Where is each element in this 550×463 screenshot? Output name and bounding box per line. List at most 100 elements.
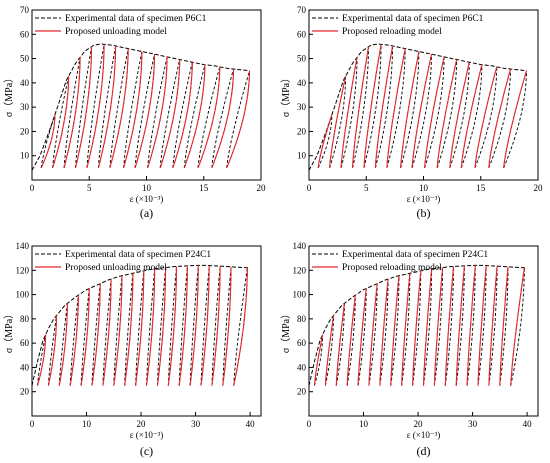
y-tick-label: 60 — [20, 338, 30, 348]
x-tick-label: 30 — [468, 419, 478, 429]
y-tick-label: 80 — [20, 314, 30, 324]
y-tick-label: 40 — [20, 362, 30, 372]
panel-caption: (d) — [417, 444, 431, 458]
experimental-unloading-curve — [226, 70, 250, 169]
model-curve — [135, 270, 145, 386]
model-curve — [211, 68, 235, 169]
experimental-reloading-curve — [146, 268, 156, 386]
y-tick-label: 140 — [16, 241, 30, 251]
experimental-reloading-curve — [226, 70, 250, 168]
legend-label-model: Proposed reloading model — [342, 27, 442, 37]
model-curve — [474, 66, 498, 168]
x-tick-label: 10 — [142, 183, 152, 193]
model-curve — [466, 265, 476, 386]
model-curve — [124, 273, 134, 386]
model-curve — [102, 279, 112, 386]
experimental-unloading-curve — [368, 283, 378, 386]
y-tick-label: 100 — [293, 290, 307, 300]
experimental-reloading-curve — [233, 267, 248, 386]
y-axis-label: σ（MPa） — [3, 73, 15, 117]
model-curve — [401, 273, 411, 386]
model-curve — [444, 266, 455, 386]
model-curve — [313, 334, 324, 386]
experimental-reloading-curve — [80, 288, 90, 386]
y-tick-label: 120 — [293, 265, 307, 275]
model-curve — [211, 266, 221, 386]
x-tick-label: 10 — [82, 419, 92, 429]
experimental-unloading-curve — [357, 288, 367, 386]
experimental-envelope-line — [308, 43, 527, 171]
model-curve — [390, 275, 400, 386]
y-tick-label: 20 — [297, 126, 307, 136]
experimental-reloading-curve — [134, 54, 155, 168]
experimental-unloading-curve — [424, 56, 445, 169]
model-curve — [200, 265, 210, 386]
x-tick-label: 5 — [364, 183, 369, 193]
experimental-unloading-curve — [460, 64, 483, 169]
model-curve — [436, 59, 458, 168]
model-curve — [449, 62, 470, 168]
experimental-unloading-curve — [411, 54, 432, 169]
model-curve — [324, 315, 335, 386]
panel-caption: (c) — [140, 444, 153, 458]
model-curve — [123, 51, 143, 169]
experimental-reloading-curve — [197, 66, 221, 168]
model-curve — [156, 267, 167, 386]
experimental-unloading-curve — [75, 46, 92, 169]
model-curve — [40, 114, 56, 169]
y-tick-label: 40 — [297, 362, 307, 372]
model-curve — [422, 268, 433, 386]
experimental-reloading-curve — [200, 265, 210, 386]
experimental-unloading-curve — [314, 334, 324, 386]
experimental-unloading-curve — [97, 45, 117, 169]
model-curve — [63, 57, 81, 169]
experimental-reloading-curve — [147, 56, 168, 168]
model-curve — [52, 76, 70, 169]
experimental-reloading-curve — [102, 279, 112, 386]
y-tick-label: 120 — [16, 265, 30, 275]
model-curve — [363, 44, 382, 168]
model-curve — [379, 279, 389, 386]
model-curve — [197, 66, 221, 169]
experimental-unloading-curve — [449, 62, 470, 169]
y-tick-label: 140 — [293, 241, 307, 251]
model-curve — [91, 283, 101, 386]
x-tick-label: 30 — [191, 419, 201, 429]
experimental-reloading-curve — [75, 46, 92, 168]
experimental-unloading-curve — [401, 273, 411, 386]
model-curve — [386, 48, 406, 168]
legend-label-experimental: Experimental data of specimen P24C1 — [342, 249, 488, 260]
model-curve — [411, 54, 433, 168]
experimental-unloading-curve — [329, 76, 347, 169]
y-tick-label: 30 — [297, 102, 307, 112]
chart-panel-b: 0 5 10 15 20 10 20 30 40 50 60 70 ε (×10⁻³) σ（MPa） (b)… — [280, 5, 543, 220]
x-axis-label: ε (×10⁻³) — [407, 430, 441, 440]
experimental-unloading-curve — [379, 279, 389, 386]
chart-panel-c: 0 10 20 30 40 20 40 60 80 100 120 140 ε (×10⁻³) σ（MPa… — [3, 241, 262, 458]
model-curve — [74, 46, 93, 169]
model-curve — [460, 64, 483, 168]
y-tick-label: 20 — [20, 387, 30, 397]
model-curve — [433, 267, 444, 386]
experimental-reloading-curve — [91, 283, 101, 386]
model-curve — [351, 46, 370, 168]
experimental-unloading-curve — [390, 275, 400, 386]
experimental-reloading-curve — [189, 265, 199, 386]
y-tick-label: 60 — [297, 29, 307, 39]
x-tick-label: 15 — [476, 183, 486, 193]
experimental-unloading-curve — [477, 265, 487, 386]
model-curve — [113, 275, 123, 386]
x-tick-label: 15 — [199, 183, 209, 193]
model-curve — [222, 266, 232, 386]
experimental-unloading-curve — [352, 46, 369, 169]
model-curve — [134, 54, 156, 169]
y-tick-label: 60 — [20, 29, 30, 39]
model-curve — [335, 303, 345, 386]
experimental-unloading-curve — [183, 64, 206, 169]
experimental-reloading-curve — [58, 303, 68, 386]
experimental-reloading-curve — [113, 275, 123, 386]
experimental-unloading-curve — [510, 267, 525, 386]
y-axis-label: σ（MPa） — [280, 73, 292, 117]
x-tick-label: 40 — [523, 419, 533, 429]
x-tick-label: 40 — [246, 419, 256, 429]
